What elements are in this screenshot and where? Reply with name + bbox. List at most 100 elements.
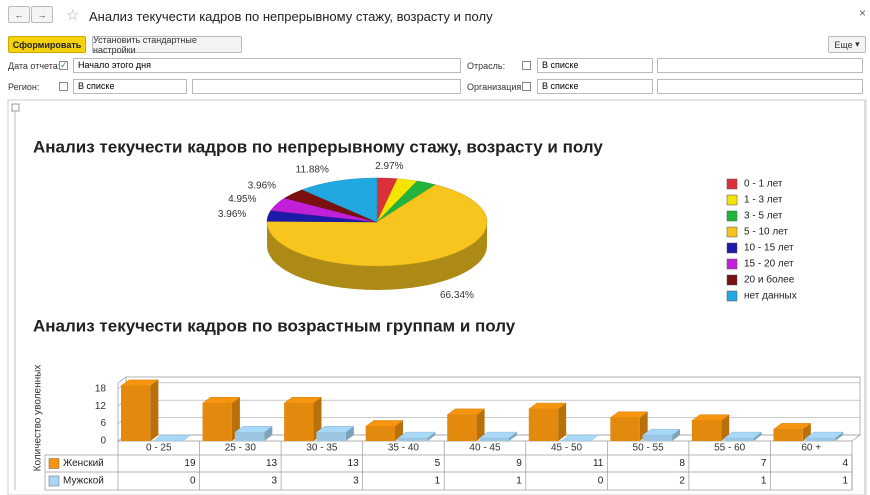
y-tick-label: 18 (95, 383, 107, 394)
generate-button[interactable]: Сформировать (8, 36, 86, 53)
pie-slice (266, 184, 488, 267)
filter-field[interactable]: В списке (73, 79, 187, 94)
x-tick-label: 45 - 50 (551, 443, 583, 454)
bar-side (264, 426, 273, 441)
legend-label: нет данных (744, 291, 797, 302)
filter-list[interactable] (192, 79, 461, 94)
y-axis-title: Количество уволенных (33, 365, 44, 472)
forward-button[interactable]: → (31, 6, 53, 23)
bar-side (672, 429, 681, 441)
legend-label: 20 и более (744, 274, 795, 286)
defaults-button[interactable]: Установить стандартные настройки (92, 35, 242, 55)
group-toggle[interactable] (11, 103, 20, 112)
table-value: 13 (348, 458, 360, 469)
table-value: 1 (842, 476, 848, 487)
table-value: 8 (679, 458, 685, 469)
bar (284, 403, 314, 441)
table-value: 19 (184, 458, 196, 469)
legend-label: 10 - 15 лет (744, 243, 794, 254)
filter-label: Отрасль: (467, 61, 506, 71)
x-tick-label: 50 - 55 (633, 443, 665, 454)
table-value: 13 (266, 458, 278, 469)
bar-title: Анализ текучести кадров по возрастным гр… (33, 316, 516, 335)
legend-label: 0 - 1 лет (744, 179, 783, 190)
bar (202, 403, 232, 441)
filter-checkbox[interactable] (522, 82, 531, 91)
pie-value-label: 3.96% (218, 209, 246, 220)
bar (121, 385, 151, 441)
bar (691, 420, 722, 441)
bar (316, 432, 346, 441)
filter-label: Организация: (467, 82, 524, 92)
x-tick-label: 30 - 35 (306, 443, 338, 454)
table-value: 7 (761, 458, 767, 469)
close-button[interactable]: × (859, 6, 867, 20)
bar-side (427, 432, 436, 441)
legend-swatch (726, 274, 738, 286)
filter-list[interactable] (657, 58, 863, 73)
filter-checkbox[interactable] (59, 82, 68, 91)
bar (528, 409, 559, 441)
legend-label: 15 - 20 лет (744, 259, 794, 270)
legend-swatch (726, 210, 738, 222)
bar (642, 435, 673, 441)
table-value: 1 (761, 476, 767, 487)
more-button[interactable]: Еще ▾ (828, 36, 866, 53)
pie-value-label: 3.96% (248, 181, 276, 192)
bar (365, 426, 396, 441)
pie-slice (301, 177, 378, 223)
bar (773, 429, 803, 441)
x-tick-label: 40 - 45 (469, 443, 501, 454)
bar-side (345, 426, 354, 441)
filter-field[interactable]: В списке (537, 58, 653, 73)
legend-label: Женский (63, 458, 104, 469)
favorite-star[interactable]: ☆ (66, 7, 80, 24)
table-value: 11 (593, 458, 604, 469)
table-value: 1 (516, 476, 522, 487)
filter-field[interactable]: Начало этого дня (73, 58, 461, 73)
bar-side (508, 432, 517, 441)
bar-side (835, 432, 844, 441)
bar-side (476, 408, 485, 441)
table-value: 5 (435, 458, 441, 469)
bar (724, 438, 754, 441)
filter-checkbox[interactable]: ✓ (59, 60, 68, 70)
table-value: 0 (598, 476, 604, 487)
bar-side (721, 414, 730, 441)
pie-title: Анализ текучести кадров по непрерывному … (33, 137, 603, 156)
bar-side (802, 423, 811, 441)
legend-label: 1 - 3 лет (744, 195, 783, 206)
table-value: 3 (272, 476, 278, 487)
table-value: 4 (842, 458, 848, 469)
table-value: 0 (190, 476, 196, 487)
bar-top (152, 434, 192, 442)
x-tick-label: 55 - 60 (714, 443, 746, 454)
back-button[interactable]: ← (8, 6, 30, 23)
legend-swatch (726, 226, 738, 238)
legend-label: 3 - 5 лет (744, 211, 783, 222)
filter-label: Дата отчета: (8, 61, 61, 71)
filter-list[interactable] (657, 79, 863, 94)
x-tick-label: 0 - 25 (146, 443, 172, 454)
filter-label: Регион: (8, 82, 40, 92)
x-tick-label: 60 + (801, 443, 821, 454)
filter-field[interactable]: В списке (537, 79, 653, 94)
table-value: 2 (679, 476, 685, 487)
legend-swatch (726, 258, 738, 270)
pie-value-label: 11.88% (296, 164, 329, 175)
x-tick-label: 35 - 40 (388, 443, 420, 454)
bar (805, 438, 836, 441)
legend-label: Мужской (63, 476, 104, 487)
bar (234, 432, 265, 441)
bar-top (560, 434, 600, 442)
pie-value-label: 4.95% (228, 194, 256, 205)
y-tick-label: 12 (95, 401, 107, 412)
pie-value-label: 2.97% (375, 161, 403, 172)
bar-side (150, 379, 159, 441)
legend-swatch (726, 194, 738, 206)
pie-value-label: 66.34% (440, 290, 474, 301)
legend-swatch (726, 242, 738, 254)
filter-checkbox[interactable] (522, 61, 531, 70)
